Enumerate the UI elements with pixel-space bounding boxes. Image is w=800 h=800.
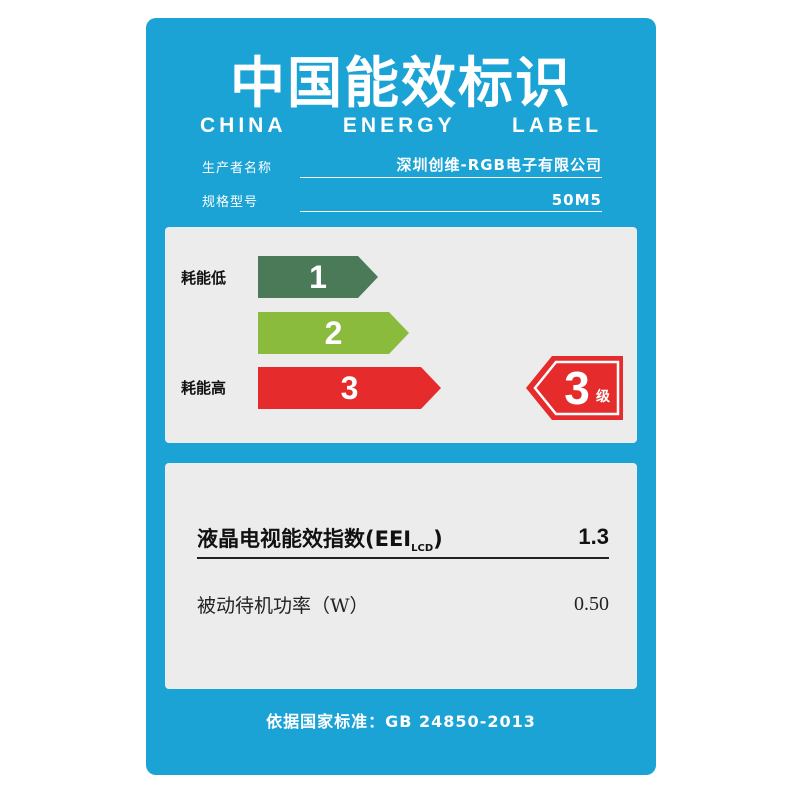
current-grade-unit: 级 xyxy=(596,389,610,405)
model-underline xyxy=(300,211,602,212)
grade-bar-2: 2 xyxy=(258,312,409,354)
standby-power-label: 被动待机功率（W） xyxy=(197,595,369,617)
grade-indicator-arrow xyxy=(526,356,623,420)
manufacturer-key: 生产者名称 xyxy=(202,161,273,176)
standard-reference: 依据国家标准：GB 24850-2013 xyxy=(266,712,536,731)
grade-arrow-1 xyxy=(258,256,378,298)
grade-bar-1: 1 xyxy=(258,256,378,298)
title-en-word: CHINA xyxy=(200,114,287,137)
metrics-panel: 液晶电视能效指数(EEILCD) 1.3 被动待机功率（W） 0.50 xyxy=(165,463,637,689)
standby-power-row: 被动待机功率（W） 0.50 xyxy=(197,591,609,625)
standby-power-value: 0.50 xyxy=(574,593,609,615)
grade-arrow-3 xyxy=(258,367,441,409)
grade-panel: 耗能低 耗能高 1 2 3 3 级 xyxy=(165,227,637,443)
title-en-word: ENERGY xyxy=(342,114,456,137)
manufacturer-value: 深圳创维-RGB电子有限公司 xyxy=(396,156,602,174)
model-key: 规格型号 xyxy=(202,195,259,210)
energy-label: 中国能效标识 CHINA ENERGY LABEL 生产者名称 深圳创维-RGB… xyxy=(146,18,656,775)
current-grade-number: 3 xyxy=(564,362,590,414)
grade-arrow-2 xyxy=(258,312,409,354)
low-consumption-label: 耗能低 xyxy=(181,269,227,287)
eei-row: 液晶电视能效指数(EEILCD) 1.3 xyxy=(197,519,609,559)
grade-number-2: 2 xyxy=(324,315,343,351)
high-consumption-label: 耗能高 xyxy=(181,379,227,397)
eei-value: 1.3 xyxy=(578,524,609,549)
eei-label-subscript: LCD xyxy=(411,543,434,554)
grade-bar-3: 3 xyxy=(258,367,441,409)
grade-number-1: 1 xyxy=(309,259,327,295)
model-row: 规格型号 50M5 xyxy=(202,186,602,212)
manufacturer-underline xyxy=(300,177,602,178)
manufacturer-row: 生产者名称 深圳创维-RGB电子有限公司 xyxy=(202,152,602,178)
title-chinese: 中国能效标识 xyxy=(229,51,572,115)
current-grade-indicator: 3 级 xyxy=(526,356,623,420)
eei-label: 液晶电视能效指数(EEILCD) xyxy=(197,523,443,554)
grade-number-3: 3 xyxy=(340,370,359,406)
title-english: CHINA ENERGY LABEL xyxy=(200,114,602,138)
title-en-word: LABEL xyxy=(512,114,602,137)
model-value: 50M5 xyxy=(551,191,602,209)
eei-label-text: 液晶电视能效指数(EEI xyxy=(197,527,412,551)
eei-label-close: ) xyxy=(433,527,443,551)
